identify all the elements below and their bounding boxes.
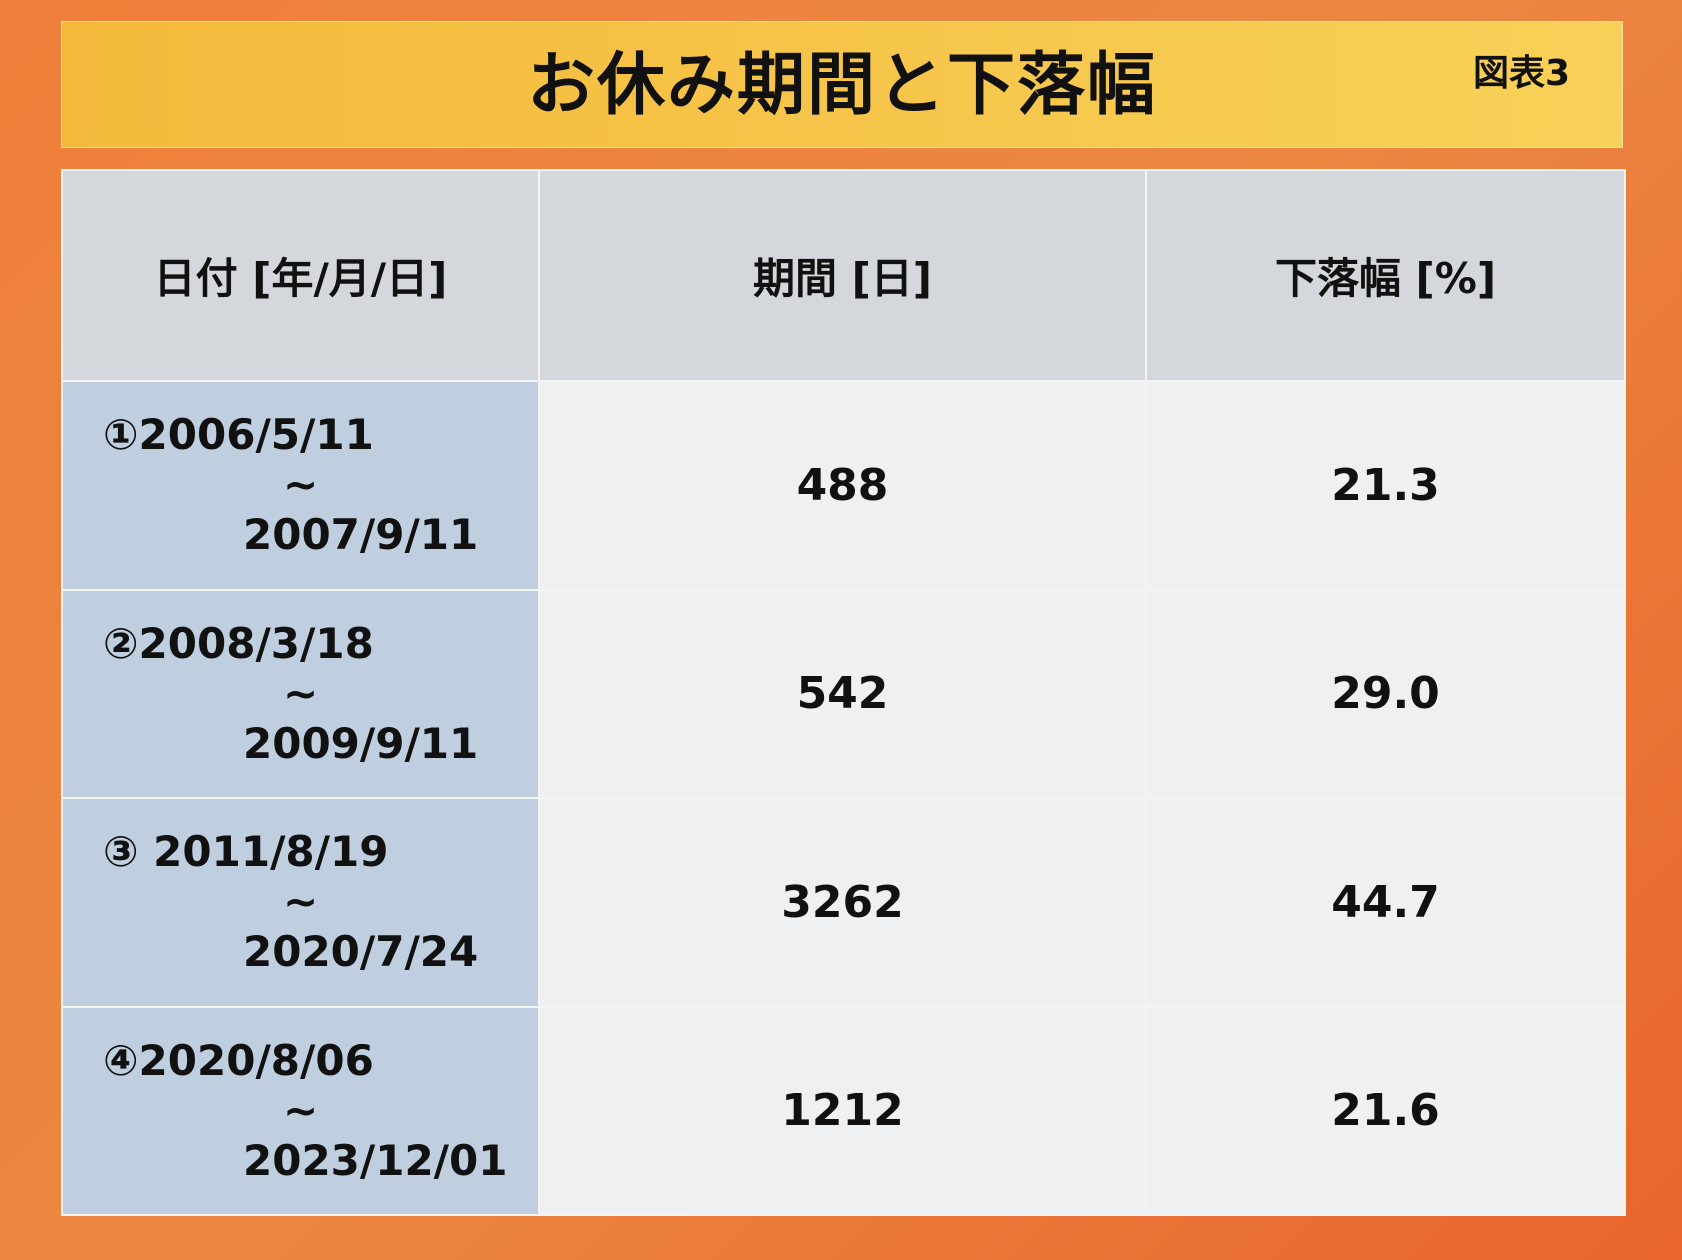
- table: 日付 [年/月/日] 期間 [日] 下落幅 [%] ①2006/5/11 ~2007/9…: [61, 169, 1626, 1216]
- value-cell: 488: [538, 380, 1147, 591]
- date-line: ①2006/5/11: [103, 410, 374, 460]
- date-cell: ②2008/3/18 ~2009/9/11: [61, 588, 540, 799]
- date-cell: ①2006/5/11 ~2007/9/11: [61, 380, 540, 591]
- table-row: ②2008/3/18 ~2009/9/11 542 29.0: [61, 588, 1626, 799]
- column-header: 下落幅 [%]: [1145, 169, 1626, 382]
- table-row: ④2020/8/06 ~2023/12/01 1212 21.6: [61, 1005, 1626, 1216]
- value-cell: 1212: [538, 1005, 1147, 1216]
- date-line: ~: [283, 668, 319, 718]
- date-line: 2007/9/11: [243, 510, 479, 560]
- value-cell: 29.0: [1145, 588, 1626, 799]
- date-line: ②2008/3/18: [103, 618, 374, 668]
- title-banner: お休み期間と下落幅 図表3: [61, 21, 1623, 148]
- date-line: ④2020/8/06: [103, 1035, 374, 1085]
- date-line: ~: [283, 877, 319, 927]
- value-cell: 21.3: [1145, 380, 1626, 591]
- value-cell: 21.6: [1145, 1005, 1626, 1216]
- title: お休み期間と下落幅: [526, 46, 1157, 125]
- date-line: ③ 2011/8/19: [103, 827, 389, 877]
- value-cell: 44.7: [1145, 797, 1626, 1008]
- date-line: 2020/7/24: [243, 927, 479, 977]
- date-cell: ③ 2011/8/19 ~2020/7/24: [61, 797, 540, 1008]
- date-line: ~: [283, 460, 319, 510]
- header-row: 日付 [年/月/日] 期間 [日] 下落幅 [%]: [61, 169, 1626, 382]
- table-row: ①2006/5/11 ~2007/9/11 488 21.3: [61, 380, 1626, 591]
- column-header: 日付 [年/月/日]: [61, 169, 540, 382]
- column-header: 期間 [日]: [538, 169, 1147, 382]
- date-line: 2023/12/01: [243, 1135, 508, 1185]
- table-row: ③ 2011/8/19 ~2020/7/24 3262 44.7: [61, 797, 1626, 1008]
- value-cell: 542: [538, 588, 1147, 799]
- date-line: ~: [283, 1085, 319, 1135]
- value-cell: 3262: [538, 797, 1147, 1008]
- figure-tag: 図表3: [1472, 53, 1570, 94]
- date-line: 2009/9/11: [243, 718, 479, 768]
- date-cell: ④2020/8/06 ~2023/12/01: [61, 1005, 540, 1216]
